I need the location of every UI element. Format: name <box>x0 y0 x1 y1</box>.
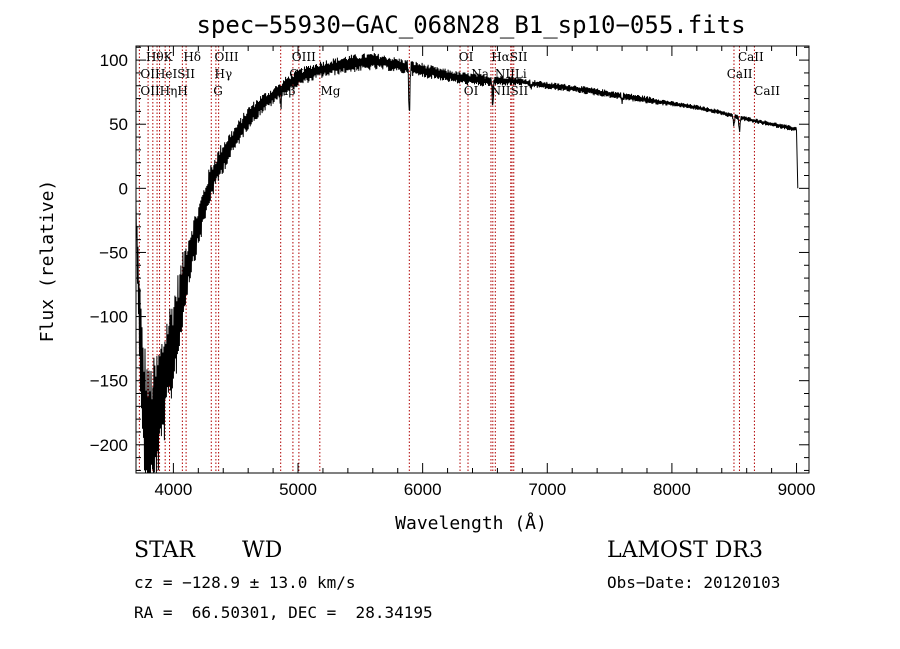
obs-date-text: Obs−Date: 20120103 <box>607 573 781 592</box>
x-axis-label: Wavelength (Å) <box>395 512 547 534</box>
line-label-16: Mg <box>320 84 340 98</box>
x-tick-label: 9000 <box>778 480 816 499</box>
line-label-14: G <box>213 84 223 98</box>
coordinates-text: RA = 66.50301, DEC = 28.34195 <box>134 603 433 622</box>
velocity-text: cz = −128.9 ± 13.0 km/s <box>134 573 356 592</box>
y-tick-label: −200 <box>90 436 128 455</box>
line-label-12: CaII <box>727 67 753 81</box>
spectrum-line <box>135 52 799 474</box>
spectrum-series <box>135 52 799 474</box>
y-tick-label: −100 <box>90 308 128 327</box>
line-label-15: Hβ <box>278 84 295 98</box>
spectrum-chart: spec−55930−GAC_068N28_B1_sp10−055.fits H… <box>37 11 816 534</box>
line-label-3: OIII <box>292 50 316 64</box>
line-label-1: Hδ <box>183 50 201 64</box>
line-label-19: CaII <box>754 84 780 98</box>
line-label-0: HθK <box>146 50 174 64</box>
line-label-6: CaII <box>738 50 764 64</box>
axes: 4000 5000 6000 7000 8000 9000 −200 −150 −100 −50 0… <box>90 45 816 499</box>
line-label-2: OIII <box>215 50 239 64</box>
y-tick-label: −150 <box>90 372 128 391</box>
line-markers <box>138 46 755 473</box>
x-tick-label: 4000 <box>154 480 192 499</box>
y-tick-label: −50 <box>99 243 128 262</box>
line-label-8: Hγ <box>215 67 233 81</box>
x-tick-label: 6000 <box>404 480 442 499</box>
subclass-label: WD <box>242 538 283 563</box>
line-labels: HθK Hδ OIII OIII OI HαSII CaII OIHeISII Hγ OIII Na… <box>140 50 780 98</box>
y-axis-label: Flux (relative) <box>37 180 58 343</box>
line-label-5: HαSII <box>491 50 528 64</box>
line-label-18: NIISII <box>491 84 529 98</box>
line-label-9: OIII <box>289 67 313 81</box>
line-label-10: Na <box>471 67 489 81</box>
line-label-17: OI <box>464 84 479 98</box>
y-tick-label: 50 <box>109 115 128 134</box>
y-tick-label: 0 <box>119 179 128 198</box>
x-tick-label: 5000 <box>279 480 317 499</box>
chart-title: spec−55930−GAC_068N28_B1_sp10−055.fits <box>196 11 745 39</box>
survey-label: LAMOST DR3 <box>607 538 763 563</box>
line-label-4: OI <box>459 50 474 64</box>
line-label-7: OIHeISII <box>140 67 195 81</box>
x-tick-label: 8000 <box>653 480 691 499</box>
line-label-11: NIILi <box>495 67 527 81</box>
line-label-13: OIIHηH <box>140 84 187 98</box>
class-label: STAR <box>134 538 195 563</box>
x-tick-label: 7000 <box>528 480 566 499</box>
y-tick-label: 100 <box>100 51 128 70</box>
